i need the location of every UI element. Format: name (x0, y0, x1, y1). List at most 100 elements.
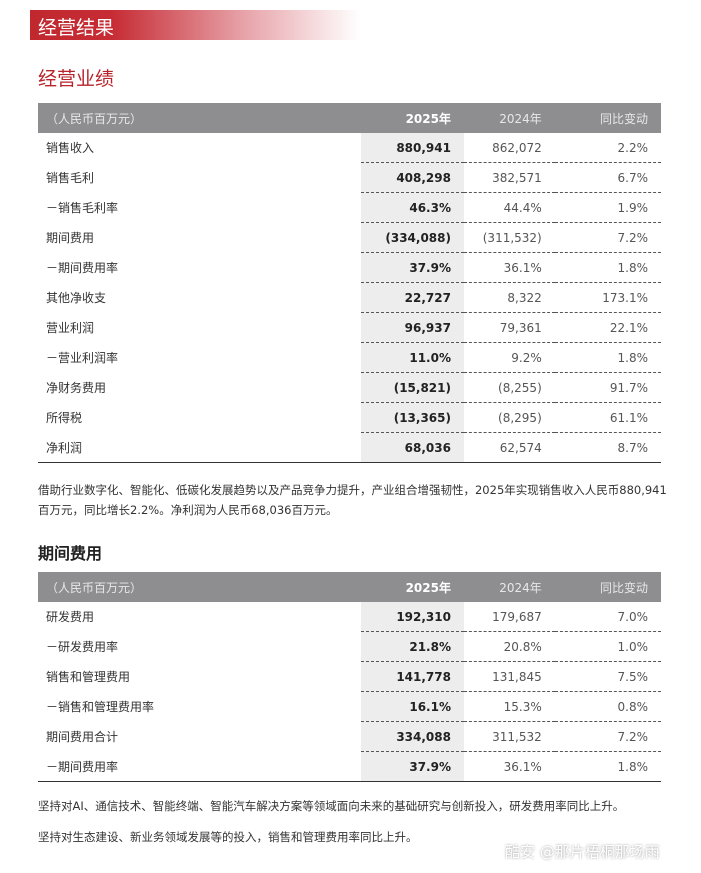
table-cell: 192,310 (360, 602, 464, 632)
table-cell: (8,295) (463, 402, 555, 433)
table-cell: 1.8% (554, 751, 661, 782)
table-cell: 46.3% (360, 192, 464, 223)
table-cell: 91.7% (554, 372, 661, 403)
section-banner: 经营结果 (30, 10, 360, 40)
table-cell: (334,088) (360, 222, 464, 253)
table-cell: 7.0% (554, 602, 661, 632)
table-cell: 62,574 (463, 432, 555, 463)
table-cell: 其他净收支 (46, 291, 107, 305)
table-cell: 408,298 (360, 162, 464, 193)
table-cell: 36.1% (463, 252, 555, 283)
table-cell: 6.7% (554, 162, 661, 193)
column-header: 2025年 (360, 103, 464, 133)
section-title: 经营业绩 (38, 68, 115, 90)
table-cell: 研发费用 (46, 610, 95, 625)
table-cell: －期间费用率 (38, 751, 361, 782)
table-cell: 44.4% (463, 192, 555, 223)
column-header: 2024年 (463, 572, 555, 602)
table-cell: 销售收入 (46, 141, 95, 156)
table-row: 净财务费用 (15,821) (8,255) 91.7% (38, 372, 661, 403)
table-cell: －销售毛利率 (46, 201, 119, 215)
table-cell: 20.8% (463, 631, 555, 662)
table-row: 销售毛利 408,298 382,571 6.7% (38, 162, 661, 193)
table-cell: －营业利润率 (46, 351, 119, 365)
table-cell: －销售和管理费用率 (46, 700, 155, 714)
table-cell: 7.2% (554, 222, 661, 253)
table-cell: 173.1% (554, 282, 661, 313)
table-cell: 68,036 (360, 432, 464, 463)
table-cell: 880,941 (360, 133, 464, 163)
table-cell: －期间费用率 (46, 261, 119, 275)
table-cell: 862,072 (463, 133, 555, 163)
table-cell: 37.9% (360, 751, 464, 782)
table-row: －期间费用率 37.9% 36.1% 1.8% (38, 252, 661, 283)
operating-results-table: （人民币百万元） 2025年 2024年 同比变动销售收入 880,941 862,072… (38, 103, 661, 463)
table-cell: 期间费用 (46, 231, 95, 245)
table-cell: 79,361 (463, 312, 555, 343)
table-header: （人民币百万元） 2025年 2024年 同比变动 (38, 103, 661, 133)
table-cell: 2.2% (554, 133, 661, 163)
table-cell: 61.1% (554, 402, 661, 433)
table-cell: 1.8% (554, 342, 661, 373)
expenses-note: 坚持对生态建设、新业务领域发展等的投入，销售和管理费用率同比上升。 (38, 830, 418, 844)
table-row: －营业利润率 11.0% 9.2% 1.8% (38, 342, 661, 373)
table-row: －期间费用率 37.9% 36.1% 1.8% (38, 751, 661, 782)
table-cell: (8,255) (463, 372, 555, 403)
table-cell: 净利润 (38, 432, 361, 463)
table-row: 期间费用 (334,088) (311,532) 7.2% (38, 222, 661, 253)
table-cell: 营业利润 (46, 321, 95, 335)
table-cell: －研发费用率 (46, 640, 119, 654)
table-cell: 36.1% (463, 751, 555, 782)
banner-title: 经营结果 (38, 17, 115, 39)
table-row: 所得税 (13,365) (8,295) 61.1% (38, 402, 661, 433)
table-cell: 22.1% (554, 312, 661, 343)
table-cell: (13,365) (360, 402, 464, 433)
table-cell: 382,571 (463, 162, 555, 193)
table-row: 销售和管理费用 141,778 131,845 7.5% (38, 661, 661, 692)
table-cell: 销售毛利 (46, 171, 95, 185)
table-cell: 179,687 (463, 602, 555, 632)
table-cell: 141,778 (360, 661, 464, 692)
period-expenses-table: （人民币百万元） 2025年 2024年 同比变动研发费用 192,310 179,687… (38, 572, 661, 782)
table-row: －销售和管理费用率 16.1% 15.3% 0.8% (38, 691, 661, 722)
table-cell: 334,088 (360, 721, 464, 752)
table-row: 净利润 68,036 62,574 8.7% (38, 432, 661, 463)
expenses-note: 坚持对AI、通信技术、智能终端、智能汽车解决方案等领域面向未来的基础研究与创新投… (38, 799, 625, 813)
table-row: 营业利润 96,937 79,361 22.1% (38, 312, 661, 343)
column-header: 2024年 (463, 103, 555, 133)
table-cell: 131,845 (463, 661, 555, 692)
table-cell: 9.2% (463, 342, 555, 373)
table-cell: 期间费用合计 (46, 730, 119, 744)
table-cell: 7.2% (554, 721, 661, 752)
table-cell: 7.5% (554, 661, 661, 692)
table-header: （人民币百万元） 2025年 2024年 同比变动 (38, 572, 661, 602)
table-row: 其他净收支 22,727 8,322 173.1% (38, 282, 661, 313)
table-row: 研发费用 192,310 179,687 7.0% (38, 602, 661, 632)
column-header: （人民币百万元） (38, 572, 361, 602)
table-cell: 净财务费用 (46, 381, 107, 395)
section-title: 期间费用 (38, 544, 103, 563)
table-cell: 15.3% (463, 691, 555, 722)
table-cell: 311,532 (463, 721, 555, 752)
column-header: 同比变动 (554, 103, 661, 133)
table-cell: 11.0% (360, 342, 464, 373)
table-cell: 0.8% (554, 691, 661, 722)
table-cell: 销售和管理费用 (46, 670, 131, 684)
table-cell: 21.8% (360, 631, 464, 662)
table-cell: (311,532) (463, 222, 555, 253)
table-cell: 16.1% (360, 691, 464, 722)
table-row: －销售毛利率 46.3% 44.4% 1.9% (38, 192, 661, 223)
table-row: 销售收入 880,941 862,072 2.2% (38, 133, 661, 163)
column-header: （人民币百万元） (38, 103, 361, 133)
table-cell: 8,322 (463, 282, 555, 313)
table-cell: 所得税 (46, 411, 83, 425)
table-cell: (15,821) (360, 372, 464, 403)
table-row: 期间费用合计 334,088 311,532 7.2% (38, 721, 661, 752)
table-cell: 22,727 (360, 282, 464, 313)
table-cell: 1.0% (554, 631, 661, 662)
results-note: 借助行业数字化、智能化、低碳化发展趋势以及产品竞争力提升，产业组合增强韧性，20… (38, 483, 667, 517)
table-cell: 96,937 (360, 312, 464, 343)
column-header: 同比变动 (554, 572, 661, 602)
table-cell: 1.9% (554, 192, 661, 223)
watermark: 酷安 @那片梧桐那场雨 (505, 843, 660, 861)
